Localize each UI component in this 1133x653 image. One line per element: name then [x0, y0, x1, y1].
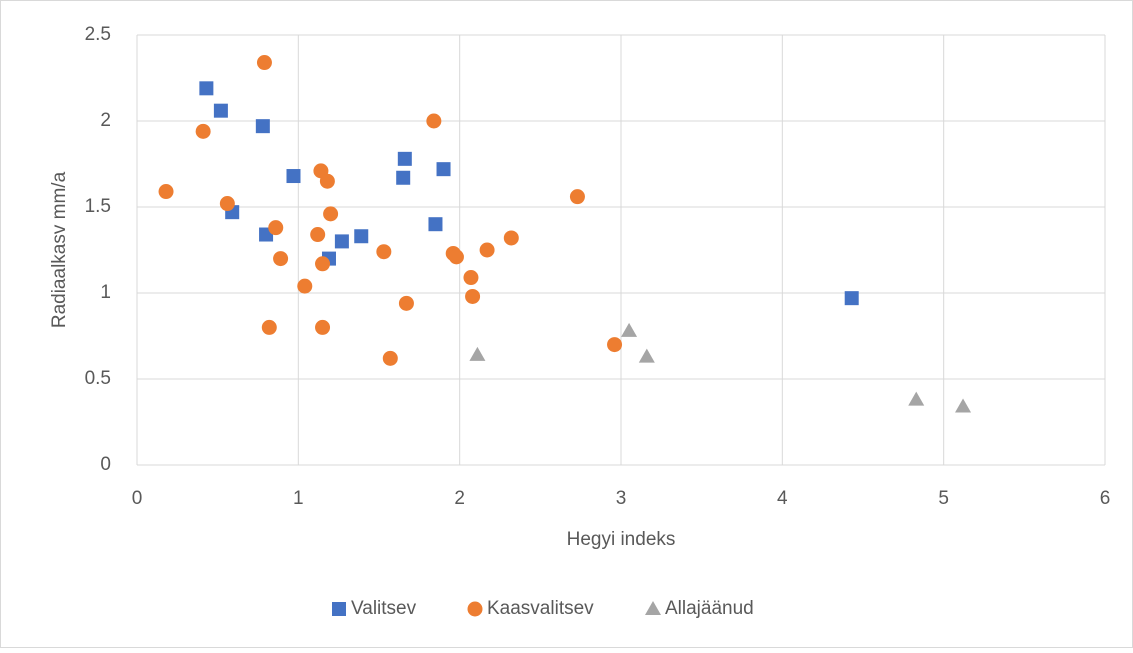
- point: [273, 251, 289, 267]
- point: [908, 391, 925, 406]
- point: [465, 288, 481, 304]
- point: [256, 55, 272, 71]
- legend-label: Valitsev: [351, 598, 417, 619]
- x-tick-label: 2: [454, 488, 465, 509]
- point: [426, 113, 442, 129]
- legend-label: Kaasvalitsev: [487, 598, 594, 619]
- point: [382, 350, 398, 366]
- point: [607, 337, 623, 353]
- point: [268, 220, 284, 236]
- point: [158, 184, 174, 200]
- point: [463, 270, 479, 286]
- y-tick-label: 2.5: [85, 24, 111, 45]
- point: [310, 227, 326, 243]
- y-axis-title: Radiaalkasv mm/a: [49, 171, 70, 328]
- point: [569, 189, 585, 205]
- point: [621, 322, 638, 337]
- y-tick-label: 2: [100, 110, 111, 131]
- point: [503, 230, 519, 246]
- legend-label: Allajäänud: [665, 598, 754, 619]
- point: [479, 242, 495, 258]
- point: [638, 348, 655, 363]
- point: [219, 196, 235, 212]
- point: [397, 151, 412, 166]
- point: [261, 319, 277, 335]
- point: [315, 319, 331, 335]
- point: [955, 398, 972, 413]
- point: [428, 217, 443, 232]
- y-tick-label: 1: [100, 282, 111, 303]
- point: [286, 169, 301, 184]
- point: [255, 119, 270, 134]
- point: [319, 173, 335, 189]
- x-tick-label: 4: [777, 488, 788, 509]
- point: [334, 234, 349, 249]
- legend-marker: [332, 602, 346, 616]
- point: [199, 81, 214, 96]
- y-tick-label: 0.5: [85, 368, 111, 389]
- y-tick-label: 0: [100, 454, 111, 475]
- point: [469, 346, 486, 361]
- y-tick-label: 1.5: [85, 196, 111, 217]
- legend-marker: [467, 601, 483, 617]
- point: [436, 162, 451, 177]
- point: [844, 291, 859, 306]
- x-tick-label: 6: [1100, 488, 1111, 509]
- point: [315, 256, 331, 272]
- point: [297, 278, 313, 294]
- x-axis-title: Hegyi indeks: [567, 529, 676, 550]
- point: [448, 249, 464, 265]
- x-tick-label: 3: [616, 488, 627, 509]
- x-tick-label: 5: [938, 488, 949, 509]
- point: [354, 229, 369, 244]
- legend-marker: [645, 601, 661, 615]
- point: [376, 244, 392, 260]
- point: [213, 103, 228, 118]
- point: [398, 295, 414, 311]
- point: [195, 123, 211, 139]
- x-tick-label: 1: [293, 488, 304, 509]
- x-tick-label: 0: [132, 488, 143, 509]
- point: [323, 206, 339, 222]
- point: [396, 170, 411, 185]
